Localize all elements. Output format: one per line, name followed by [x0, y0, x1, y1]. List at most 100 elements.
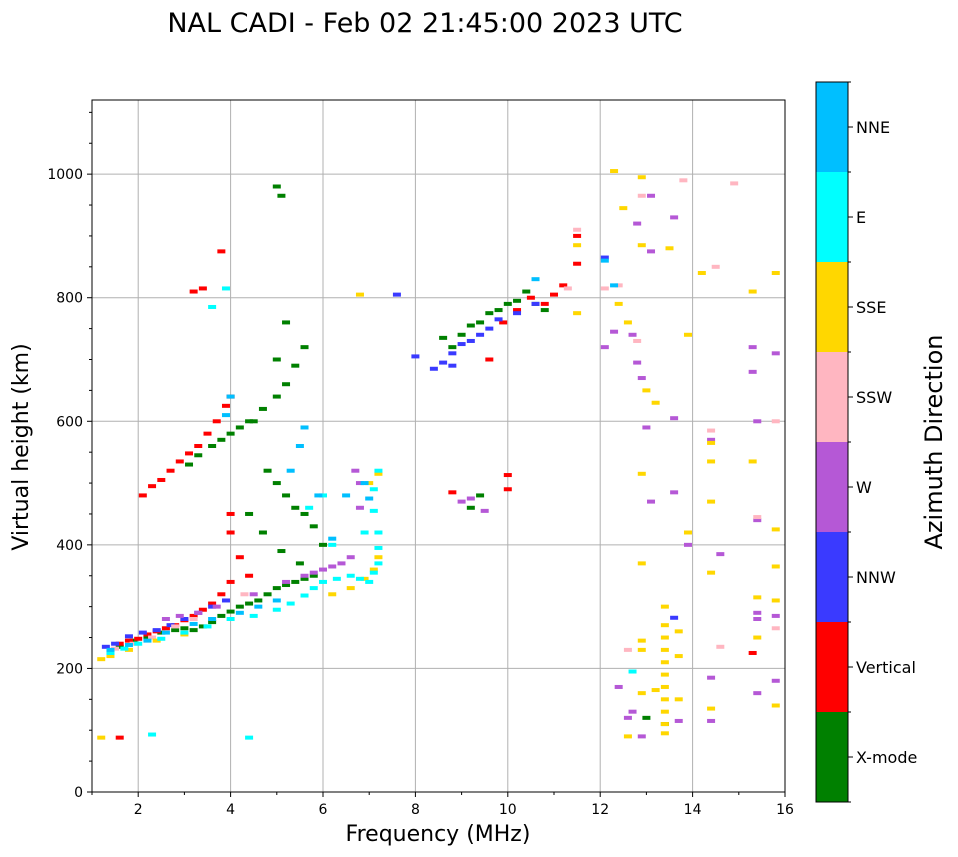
data-point	[221, 598, 230, 603]
data-point	[194, 453, 203, 458]
data-point	[753, 635, 762, 640]
data-point	[175, 459, 184, 464]
data-point	[679, 178, 688, 183]
series-e	[106, 286, 637, 740]
data-point	[623, 715, 632, 720]
data-point	[180, 630, 189, 635]
data-point	[448, 351, 457, 356]
data-point	[161, 630, 170, 635]
data-point	[637, 193, 646, 198]
data-point	[697, 271, 706, 275]
data-point	[771, 626, 780, 631]
data-point	[670, 416, 679, 421]
data-point	[111, 641, 120, 646]
data-point	[143, 638, 152, 643]
data-point	[161, 626, 170, 631]
data-point	[217, 592, 226, 597]
data-point	[129, 638, 138, 643]
colorbar-label: E	[856, 208, 866, 227]
data-point	[748, 345, 757, 350]
data-point	[198, 607, 207, 612]
data-point	[254, 604, 263, 609]
data-point	[485, 311, 494, 316]
colorbar-segment	[816, 352, 848, 442]
data-point	[374, 555, 383, 560]
x-tick-label: 10	[499, 802, 517, 818]
data-point	[619, 206, 628, 211]
colorbar-segment	[816, 712, 848, 802]
axis-ticks: 2 4 6 8 10 12 14 16 0 200 400 600 800 1000	[47, 111, 794, 818]
data-point	[282, 320, 291, 325]
data-point	[157, 477, 166, 482]
data-point	[346, 573, 355, 578]
data-point	[660, 635, 669, 640]
y-axis-title: Virtual height (km)	[9, 343, 34, 550]
data-point	[198, 624, 207, 629]
data-point	[185, 451, 194, 456]
data-point	[628, 332, 637, 337]
data-point	[660, 672, 669, 677]
colorbar-segment	[816, 82, 848, 172]
data-point	[711, 264, 720, 269]
data-point	[97, 735, 106, 740]
data-point	[277, 549, 286, 554]
data-point	[457, 499, 466, 504]
colorbar: X-mode Vertical NNW W SSW SSE E NNE	[815, 81, 917, 803]
data-point	[637, 471, 646, 476]
data-point	[319, 567, 327, 572]
data-point	[614, 684, 623, 689]
data-point	[328, 542, 337, 547]
plot-area	[92, 100, 785, 792]
data-point	[143, 632, 152, 637]
data-point	[753, 595, 762, 600]
data-point	[503, 473, 512, 478]
data-point	[245, 573, 254, 578]
data-point	[369, 487, 378, 492]
data-point	[152, 628, 161, 633]
data-point	[466, 505, 475, 510]
y-tick-label: 1000	[47, 167, 83, 183]
data-point	[647, 193, 656, 198]
data-point	[208, 304, 217, 309]
data-point	[309, 524, 318, 529]
data-point	[365, 481, 374, 486]
data-point	[305, 505, 314, 510]
data-point	[221, 413, 230, 418]
data-point	[309, 586, 318, 591]
data-point	[633, 221, 642, 226]
data-point	[185, 462, 194, 467]
data-point	[300, 573, 309, 578]
data-point	[600, 255, 609, 260]
data-point	[166, 623, 175, 628]
colorbar-label: NNW	[856, 568, 896, 587]
colorbar-label: W	[856, 478, 872, 497]
colorbar-segment	[816, 172, 848, 262]
plot-frame	[91, 99, 786, 793]
data-point	[623, 734, 632, 739]
data-point	[272, 357, 281, 362]
data-point	[300, 593, 309, 598]
data-point	[346, 555, 355, 560]
data-point	[683, 542, 692, 547]
data-point	[208, 604, 217, 609]
colorbar-label: X-mode	[856, 748, 917, 767]
data-point	[208, 444, 217, 448]
data-point	[753, 515, 762, 520]
data-point	[771, 564, 780, 569]
data-point	[563, 286, 572, 291]
data-point	[623, 647, 632, 652]
data-point	[120, 646, 129, 651]
data-point	[300, 511, 309, 516]
data-point	[716, 552, 725, 557]
data-point	[148, 484, 157, 489]
data-point	[129, 641, 138, 646]
data-point	[282, 579, 291, 584]
data-point	[171, 628, 180, 633]
data-point	[138, 630, 147, 635]
data-point	[540, 301, 549, 306]
data-point	[499, 320, 508, 325]
data-point	[707, 675, 716, 680]
data-point	[485, 357, 494, 362]
data-point	[753, 518, 762, 523]
data-point	[152, 638, 161, 643]
